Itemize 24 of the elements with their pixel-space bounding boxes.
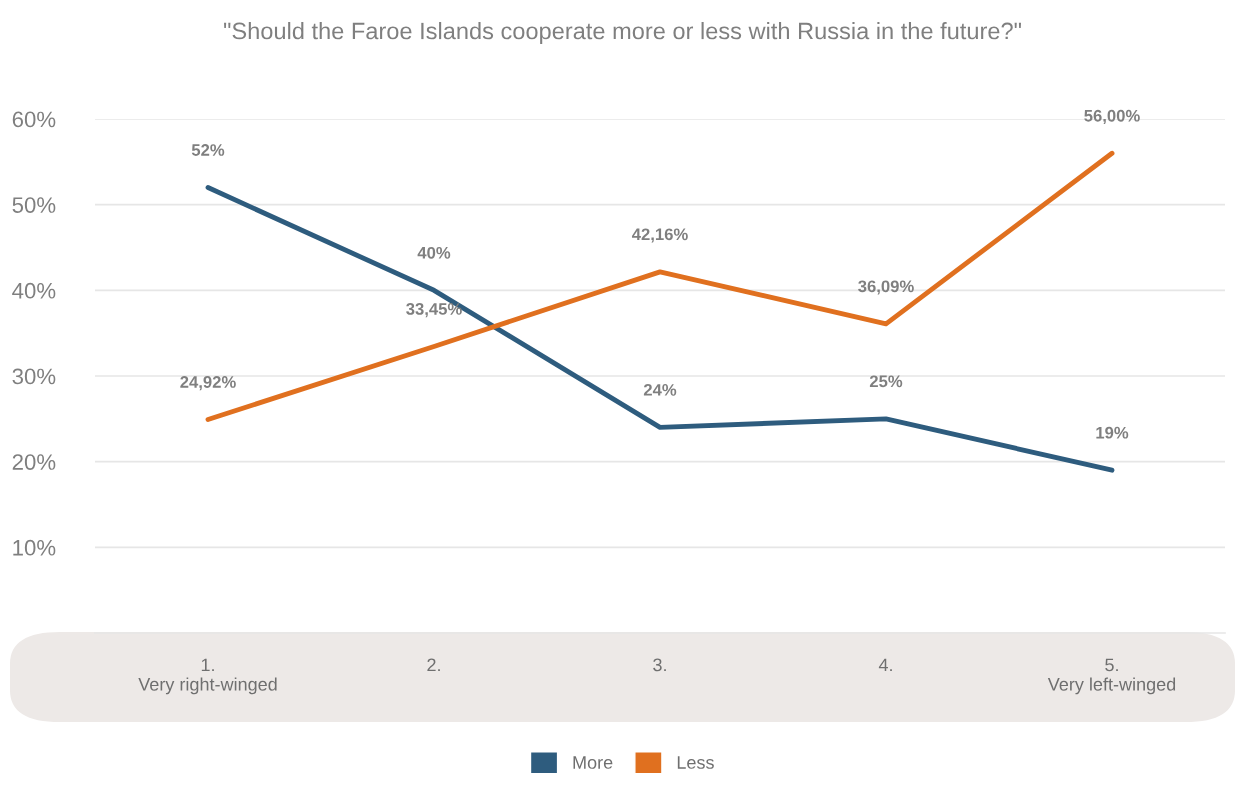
data-label: 33,45%: [406, 303, 462, 318]
data-label: 36,09%: [858, 280, 914, 295]
y-tick-label: 10%: [13, 539, 56, 556]
x-tick-label: 3.: [653, 658, 666, 672]
legend-label: More: [573, 756, 613, 769]
data-label: 24,92%: [180, 376, 236, 391]
data-label: 19%: [1096, 426, 1129, 439]
data-label: 24%: [643, 383, 677, 396]
y-tick-label: 30%: [12, 368, 56, 385]
y-tick-label: 60%: [12, 111, 56, 128]
x-tick-label: 4.: [878, 658, 892, 672]
data-label: 40%: [417, 246, 451, 259]
x-tick-label: 1. Very right-winged: [138, 658, 277, 695]
x-tick-label: 2.: [427, 658, 440, 672]
y-tick-label: 50%: [12, 197, 56, 213]
y-tick-label: 20%: [12, 454, 56, 470]
data-label: 56,00%: [1084, 109, 1140, 125]
data-label: 52%: [191, 144, 225, 156]
x-tick-label: 5. Very left-winged: [1047, 658, 1176, 695]
legend-label: Less: [677, 756, 714, 769]
chart-title: "Should the Faroe Islands cooperate more or less with Russia in the future?": [224, 22, 1022, 45]
data-label: 25%: [869, 375, 903, 388]
data-label: 42,16%: [631, 228, 688, 243]
y-tick-label: 40%: [12, 282, 56, 299]
